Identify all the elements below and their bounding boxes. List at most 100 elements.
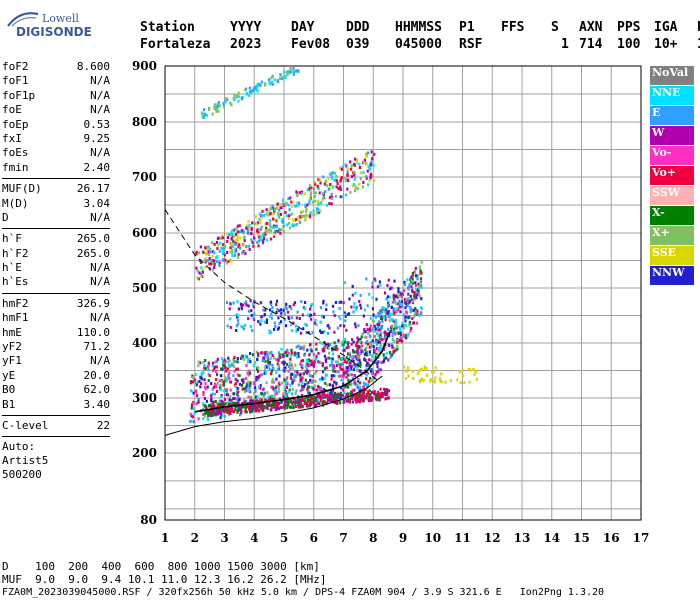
echo-point — [333, 314, 336, 317]
echo-point — [211, 254, 214, 258]
echo-point — [248, 357, 251, 361]
echo-point — [257, 354, 260, 358]
echo-point — [231, 248, 234, 252]
echo-point — [368, 179, 371, 183]
echo-point — [194, 373, 197, 377]
echo-point — [330, 172, 333, 176]
echo-point — [335, 381, 338, 385]
echo-point — [200, 275, 203, 279]
param-name: M(D) — [2, 196, 29, 210]
echo-point — [365, 323, 368, 327]
echo-point — [231, 228, 234, 232]
echo-point — [277, 212, 280, 216]
echo-point — [254, 395, 258, 399]
echo-point — [449, 379, 452, 382]
echo-point — [344, 179, 347, 183]
x-tick-label: 11 — [454, 531, 471, 545]
y-tick-label: 400 — [132, 336, 157, 350]
echo-point — [229, 325, 232, 329]
echo-point — [223, 244, 227, 248]
echo-point — [235, 315, 239, 319]
echo-point — [236, 409, 239, 413]
echo-point — [294, 399, 297, 403]
echo-point — [389, 350, 392, 354]
echo-point — [342, 371, 345, 375]
echo-point — [233, 93, 236, 97]
echo-point — [335, 383, 338, 387]
echo-point — [379, 311, 382, 315]
echo-point — [254, 406, 257, 410]
echo-point — [319, 341, 322, 345]
echo-point — [301, 376, 304, 380]
echo-point — [248, 407, 251, 411]
echo-point — [342, 375, 345, 379]
echo-point — [267, 364, 270, 368]
echo-point — [266, 404, 270, 407]
echo-point — [260, 407, 263, 411]
echo-point — [361, 397, 365, 401]
echo-point — [335, 174, 338, 178]
echo-point — [203, 366, 206, 370]
echo-point — [265, 381, 268, 385]
echo-point — [304, 365, 307, 369]
echo-point — [309, 347, 312, 351]
echo-point — [273, 389, 276, 393]
echo-point — [286, 310, 290, 314]
echo-point — [411, 271, 414, 275]
echo-point — [414, 307, 417, 310]
echo-point — [275, 303, 278, 307]
echo-point — [268, 394, 271, 398]
echo-point — [289, 367, 292, 371]
echo-point — [238, 374, 241, 378]
echo-point — [244, 88, 247, 92]
param-name: h`F — [2, 232, 22, 246]
echo-point — [197, 364, 200, 368]
echo-point — [370, 160, 373, 164]
echo-point — [384, 397, 387, 401]
echo-point — [332, 346, 335, 350]
echo-point — [210, 396, 213, 400]
echo-point — [230, 259, 233, 263]
echo-point — [268, 329, 271, 333]
echo-point — [280, 347, 283, 351]
echo-point — [383, 335, 387, 339]
echo-point — [366, 327, 369, 331]
echo-point — [285, 302, 288, 306]
y-tick-label: 700 — [132, 170, 157, 184]
echo-point — [334, 301, 337, 304]
echo-point — [202, 417, 205, 421]
echo-point — [222, 383, 226, 387]
param-row: foF2 8.600 — [2, 60, 110, 74]
echo-point — [268, 209, 271, 213]
echo-point — [231, 402, 234, 406]
echo-point — [407, 286, 410, 290]
echo-point — [291, 392, 294, 396]
echo-point — [298, 220, 301, 224]
echo-point — [375, 315, 378, 319]
echo-point — [222, 105, 226, 109]
header-value: Fortaleza — [140, 37, 211, 52]
echo-point — [286, 73, 289, 76]
echo-point — [339, 195, 342, 199]
x-tick-label: 3 — [220, 531, 228, 545]
echo-point — [318, 178, 321, 182]
echo-point — [234, 359, 237, 363]
echo-point — [234, 377, 237, 381]
echo-point — [278, 387, 281, 391]
echo-point — [418, 313, 421, 317]
echo-point — [340, 362, 343, 366]
echo-point — [355, 383, 358, 387]
echo-point — [325, 308, 328, 312]
param-name: hmE — [2, 325, 22, 339]
echo-point — [189, 420, 192, 424]
echo-point — [290, 353, 293, 357]
echo-point — [312, 209, 315, 213]
echo-point — [234, 247, 237, 251]
echo-point — [295, 329, 298, 333]
echo-point — [383, 387, 386, 391]
echo-point — [306, 363, 309, 366]
echo-point — [284, 211, 287, 214]
echo-point — [260, 215, 263, 219]
echo-point — [219, 374, 222, 378]
echo-point — [246, 404, 249, 408]
